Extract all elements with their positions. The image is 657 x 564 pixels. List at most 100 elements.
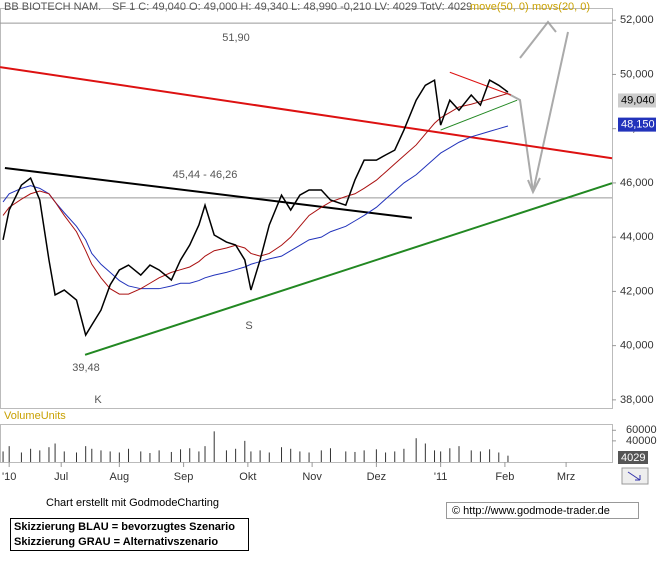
price-panel	[0, 8, 613, 409]
legend-entry: move(50, 0)	[470, 1, 529, 13]
trendline	[0, 66, 613, 160]
volume-bar	[415, 438, 417, 462]
volume-bar	[403, 448, 405, 462]
volume-bar	[244, 440, 246, 462]
y-tick-label: 44,000	[620, 231, 654, 243]
volume-bar	[299, 451, 301, 462]
volume-bar	[149, 453, 151, 462]
volume-bar	[259, 450, 261, 462]
volume-bar	[250, 451, 252, 462]
x-tick-label: Sep	[174, 471, 194, 483]
arrow-icon	[621, 467, 649, 485]
trendline	[4, 167, 412, 219]
volume-bar	[394, 451, 396, 462]
trendline	[440, 99, 518, 131]
volume-bar	[434, 450, 436, 462]
volume-tick-label: 60000	[626, 424, 657, 436]
source-box	[446, 502, 639, 519]
volume-bar	[20, 452, 22, 462]
legend-entry: movs(20, 0)	[532, 1, 590, 13]
x-tick-label: Dez	[367, 471, 387, 483]
volume-bar	[204, 446, 206, 462]
volume-bar	[213, 431, 215, 462]
annotation: 45,44 - 46,26	[173, 169, 238, 181]
volume-bar	[189, 448, 191, 462]
alt-arrowhead	[527, 177, 541, 195]
price-line	[2, 78, 509, 337]
chart-title: BB BIOTECH NAM.	[4, 1, 101, 13]
volume-bar	[76, 452, 77, 462]
x-tick-label: Okt	[239, 471, 256, 483]
annotation: 51,90	[222, 32, 250, 44]
legend-note: Skizzierung GRAU = Alternativszenario	[14, 536, 218, 548]
y-tick-label: 40,000	[620, 340, 654, 352]
volume-bar	[63, 451, 65, 462]
volume-bar	[140, 451, 142, 462]
legend-note: Skizzierung BLAU = bevorzugtes Szenario	[14, 521, 235, 533]
volume-bar	[54, 443, 56, 462]
volume-bar	[308, 452, 310, 462]
volume-bar	[440, 451, 442, 462]
x-tick-label: Mrz	[557, 471, 575, 483]
volume-panel	[0, 424, 613, 463]
volume-bar	[8, 446, 10, 462]
trendline	[84, 182, 613, 356]
volume-bar	[424, 443, 426, 462]
x-tick-label: Feb	[495, 471, 514, 483]
volume-bar	[100, 450, 102, 462]
note-box	[10, 518, 249, 551]
volume-bar	[128, 448, 130, 462]
volume-bar	[158, 450, 160, 462]
volume-bar	[235, 448, 237, 462]
moving-average	[2, 125, 509, 290]
y-tick-label: 50,000	[620, 68, 654, 80]
volume-bar	[498, 452, 500, 462]
credit: Chart erstellt mit GodmodeCharting	[46, 497, 219, 509]
volume-bar	[268, 452, 270, 462]
source: © http://www.godmode-trader.de	[452, 505, 610, 517]
volume-bar	[39, 450, 41, 462]
y-tick-label: 38,000	[620, 394, 654, 406]
volume-bar	[109, 451, 111, 462]
volume-bar	[85, 446, 87, 462]
chart-subtitle: SF 1 C: 49,040 O: 49,000 H: 49,340 L: 48…	[112, 1, 472, 13]
volume-bar	[345, 451, 347, 462]
x-tick-label: '11	[434, 471, 448, 483]
volume-bar	[363, 450, 365, 462]
volume-bar	[2, 451, 4, 462]
price-tag: 49,040	[621, 94, 655, 106]
volume-bar	[225, 450, 227, 462]
volume-bar	[118, 452, 120, 462]
annotation: K	[94, 394, 102, 406]
volume-bar	[385, 452, 387, 462]
volume-bar	[449, 448, 451, 462]
x-tick-label: Aug	[110, 471, 130, 483]
alt-arrow	[519, 20, 557, 59]
annotation: 39,48	[72, 362, 100, 374]
volume-bar	[290, 448, 292, 462]
price-tag-box	[618, 117, 656, 132]
volume-bar	[507, 455, 509, 462]
volume-label: VolumeUnits	[4, 410, 66, 422]
y-tick-label: 52,000	[620, 14, 654, 26]
moving-average	[2, 92, 509, 295]
volume-bar	[375, 449, 377, 462]
volume-bar	[91, 448, 93, 462]
volume-bar	[180, 449, 182, 462]
annotation: S	[245, 320, 252, 332]
x-tick-label: Nov	[302, 471, 322, 483]
volume-bar	[458, 446, 460, 462]
volume-bar	[170, 451, 172, 462]
volume-bar	[30, 448, 32, 462]
volume-bar	[354, 451, 356, 462]
volume-bar	[489, 449, 491, 462]
x-tick-label: '10	[2, 471, 16, 483]
volume-bar	[329, 448, 331, 462]
price-tag-box	[618, 93, 656, 108]
y-tick-label: 42,000	[620, 285, 654, 297]
volume-bar	[470, 450, 472, 462]
trendline	[449, 71, 512, 96]
volume-tick-label: 40000	[626, 435, 657, 447]
